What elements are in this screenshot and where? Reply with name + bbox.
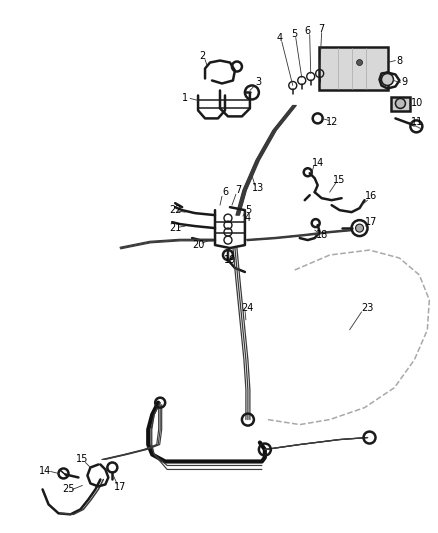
Circle shape xyxy=(381,74,393,85)
Text: 14: 14 xyxy=(39,466,52,477)
Text: 14: 14 xyxy=(311,158,324,168)
Text: 2: 2 xyxy=(199,51,205,61)
Text: 5: 5 xyxy=(292,29,298,38)
Text: 15: 15 xyxy=(76,455,88,464)
Text: 24: 24 xyxy=(242,303,254,313)
Text: 17: 17 xyxy=(365,217,378,227)
Text: 1: 1 xyxy=(182,93,188,103)
Text: 22: 22 xyxy=(169,205,181,215)
Text: 9: 9 xyxy=(401,77,407,87)
Text: 8: 8 xyxy=(396,55,403,66)
Text: 15: 15 xyxy=(333,175,346,185)
Text: 16: 16 xyxy=(365,191,378,201)
Text: 4: 4 xyxy=(245,213,251,223)
Circle shape xyxy=(396,99,406,108)
Text: 13: 13 xyxy=(252,183,264,193)
FancyBboxPatch shape xyxy=(319,47,388,90)
Text: 23: 23 xyxy=(361,303,374,313)
Text: 19: 19 xyxy=(224,255,236,265)
Text: 20: 20 xyxy=(192,240,204,250)
Text: 4: 4 xyxy=(277,33,283,43)
Text: 25: 25 xyxy=(62,484,75,495)
Text: 5: 5 xyxy=(245,205,251,215)
Text: 6: 6 xyxy=(222,187,228,197)
Text: 18: 18 xyxy=(315,230,328,240)
Text: 11: 11 xyxy=(411,117,424,127)
Text: 7: 7 xyxy=(235,185,241,195)
Text: 3: 3 xyxy=(255,77,261,87)
Circle shape xyxy=(356,224,364,232)
FancyBboxPatch shape xyxy=(391,97,410,111)
Text: 6: 6 xyxy=(305,26,311,36)
Text: 12: 12 xyxy=(326,117,339,127)
Text: 7: 7 xyxy=(318,23,325,34)
Circle shape xyxy=(357,60,363,66)
Text: 17: 17 xyxy=(114,482,127,492)
Text: 10: 10 xyxy=(411,99,424,108)
Text: 21: 21 xyxy=(169,223,181,233)
